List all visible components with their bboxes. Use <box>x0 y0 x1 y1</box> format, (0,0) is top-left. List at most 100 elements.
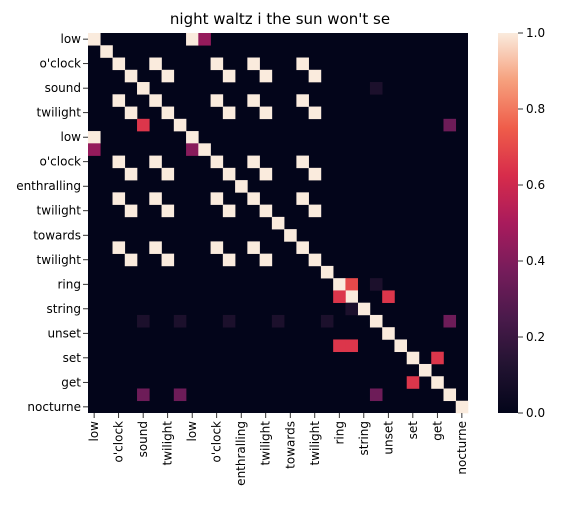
heatmap-cell <box>124 167 138 181</box>
heatmap-cell <box>308 167 322 181</box>
x-tick-label: o'clock <box>112 421 126 463</box>
heatmap-cell <box>443 388 457 402</box>
heatmap-cell <box>137 118 150 132</box>
heatmap-cell <box>210 94 224 107</box>
heatmap-cell <box>112 241 126 254</box>
colorbar-tick-label: 0.2 <box>526 330 545 344</box>
colorbar-tick-label: 0.4 <box>526 254 545 268</box>
colorbar-tick-label: 0.8 <box>526 102 545 116</box>
heatmap-cell <box>88 143 101 156</box>
heatmap-cell <box>137 314 150 328</box>
y-tick-label: twilight <box>37 253 82 267</box>
x-tick-label: sound <box>136 421 150 457</box>
heatmap-cell <box>149 241 162 254</box>
heatmap-cell <box>271 216 285 230</box>
heatmap-cell <box>247 155 260 169</box>
heatmap-cell <box>345 290 358 303</box>
heatmap-cell <box>382 327 395 340</box>
y-tick-label: enthralling <box>16 179 81 193</box>
y-tick-label: o'clock <box>40 57 82 71</box>
heatmap-cell <box>369 314 383 328</box>
x-tick-label: nocturne <box>455 421 469 475</box>
colorbar <box>498 33 518 413</box>
y-tick-label: ring <box>58 277 82 291</box>
heatmap-cell <box>137 388 150 402</box>
heatmap-cell <box>222 167 236 181</box>
heatmap-cell <box>222 69 236 83</box>
y-tick-label: unset <box>47 326 81 340</box>
heatmap-cell <box>100 45 113 58</box>
heatmap-cell <box>247 57 260 71</box>
chart-title: night waltz i the sun won't se <box>170 10 390 28</box>
heatmap-cell <box>149 57 162 71</box>
colorbar-gradient <box>498 33 518 413</box>
heatmap-cell <box>320 265 334 279</box>
y-tick-label: sound <box>45 81 81 95</box>
heatmap-cell <box>333 339 346 353</box>
heatmap-cell <box>210 241 224 254</box>
heatmap-cell <box>222 253 236 267</box>
heatmap-cell <box>369 278 383 291</box>
y-tick-label: o'clock <box>40 155 82 169</box>
heatmap-cell <box>333 290 346 303</box>
x-tick-label: twilight <box>308 421 322 466</box>
heatmap-cell <box>406 376 420 389</box>
heatmap-cell <box>455 400 469 414</box>
y-tick-label: twilight <box>37 106 82 120</box>
x-tick-label: towards <box>283 421 297 469</box>
x-tick-label: enthralling <box>234 421 248 486</box>
heatmap-cell <box>222 204 236 218</box>
heatmap-cell <box>247 241 260 254</box>
y-tick-label: low <box>61 130 82 144</box>
y-tick-label: towards <box>33 228 81 242</box>
heatmap-cell <box>296 94 309 107</box>
heatmap-cell <box>443 118 457 132</box>
heatmap-cell <box>222 106 236 120</box>
heatmap-cell <box>308 69 322 83</box>
heatmap-cell <box>345 339 358 353</box>
heatmap-cell <box>161 253 175 267</box>
heatmap-cell <box>431 376 444 389</box>
heatmap-cell <box>259 167 273 181</box>
colorbar-tick-label: 1.0 <box>526 26 545 40</box>
x-tick-label: unset <box>381 421 395 455</box>
heatmap-cell <box>345 302 358 316</box>
y-tick-label: string <box>47 302 81 316</box>
heatmap-cell <box>124 204 138 218</box>
heatmap-cell <box>210 155 224 169</box>
x-tick-label: ring <box>332 421 346 445</box>
heatmap-cell <box>210 57 224 71</box>
colorbar-tick-label: 0.0 <box>526 406 545 420</box>
heatmap-cell <box>186 143 199 156</box>
heatmap-cell <box>186 33 199 46</box>
x-tick-label: twilight <box>161 421 175 466</box>
heatmap-cell <box>161 69 175 83</box>
heatmap-cell <box>259 253 273 267</box>
heatmap-cell <box>149 192 162 205</box>
heatmap-cell <box>406 351 420 365</box>
heatmap-cell <box>198 143 211 156</box>
heatmap-cell <box>222 314 236 328</box>
heatmap-cell <box>161 204 175 218</box>
heatmap-cells <box>88 33 469 414</box>
heatmap-cell <box>369 388 383 402</box>
heatmap-cell <box>124 106 138 120</box>
colorbar-ticks: 0.0 0.2 0.4 0.6 0.8 1.0 <box>518 26 545 420</box>
heatmap-cell <box>173 118 187 132</box>
x-tick-label: get <box>430 421 444 441</box>
heatmap-cell <box>308 106 322 120</box>
x-tick-label: low <box>185 421 199 442</box>
heatmap-cell <box>173 388 187 402</box>
x-axis-ticks: low o'clock sound twilight low o'clock enthral… <box>87 413 469 486</box>
heatmap-cell <box>259 106 273 120</box>
x-tick-label: set <box>406 421 420 440</box>
heatmap-cell <box>308 204 322 218</box>
heatmap-cell <box>161 106 175 120</box>
x-tick-label: twilight <box>259 421 273 466</box>
y-axis-ticks: low o'clock sound twilight low o'clock enthral… <box>16 32 88 414</box>
heatmap-cell <box>198 33 211 46</box>
heatmap-cell <box>271 314 285 328</box>
heatmap-cell <box>247 192 260 205</box>
heatmap-cell <box>259 69 273 83</box>
